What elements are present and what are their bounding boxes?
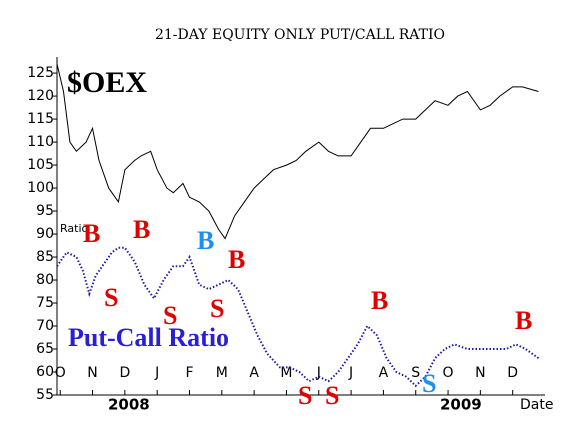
y-tick-label: 85	[36, 249, 54, 265]
y-tick-label: 65	[36, 341, 54, 357]
annotation: S	[325, 381, 339, 410]
x-tick-label: S	[411, 365, 420, 381]
y-tick-label: 110	[27, 134, 54, 150]
annotation: B	[515, 306, 532, 335]
chart-title: 21-DAY EQUITY ONLY PUT/CALL RATIO	[155, 27, 445, 43]
y-tick-label: 80	[36, 272, 54, 288]
x-tick-label: D	[119, 365, 130, 381]
annotation: S	[422, 369, 436, 398]
y-tick-label: 55	[36, 387, 54, 403]
year-label: 2009	[440, 396, 482, 414]
x-tick-label: N	[87, 365, 97, 381]
x-tick-label: F	[185, 365, 193, 381]
x-tick-label: M	[216, 365, 228, 381]
x-tick-label: M	[280, 365, 292, 381]
y-tick-label: 90	[36, 226, 54, 242]
y-tick-label: 115	[27, 111, 54, 127]
y-tick-label: 60	[36, 364, 54, 380]
y-tick-label: 125	[27, 65, 54, 81]
annotation: B	[228, 245, 245, 274]
x-tick-label: A	[379, 365, 389, 381]
y-tick-label: 75	[36, 295, 54, 311]
annotation: S	[298, 381, 312, 410]
x-tick-label: N	[475, 365, 485, 381]
annotation: $OEX	[67, 66, 147, 99]
annotation: S	[104, 283, 118, 312]
y-tick-label: 100	[27, 180, 54, 196]
annotation: S	[210, 294, 224, 323]
x-tick-label: D	[507, 365, 518, 381]
y-tick-label: 105	[27, 157, 54, 173]
year-label: 2008	[108, 396, 150, 414]
x-tick-label: J	[316, 365, 321, 381]
annotation: Put-Call Ratio	[68, 323, 229, 352]
series-line	[56, 63, 539, 240]
x-tick-label: J	[154, 365, 159, 381]
y-tick-label: 120	[27, 88, 54, 104]
annotation: B	[371, 286, 388, 315]
series-line	[56, 246, 540, 388]
x-axis-label: Date	[520, 397, 553, 413]
annotation: S	[163, 301, 177, 330]
annotation: B	[83, 219, 100, 248]
y-tick-label: 95	[36, 203, 54, 219]
annotation: B	[133, 215, 150, 244]
x-tick-label: O	[55, 365, 66, 381]
x-tick-label: O	[443, 365, 454, 381]
annotation: B	[197, 226, 214, 255]
x-tick-label: J	[348, 365, 353, 381]
y-tick-label: 70	[36, 318, 54, 334]
ratio-label: Ratio	[60, 222, 89, 235]
x-tick-label: A	[249, 365, 259, 381]
